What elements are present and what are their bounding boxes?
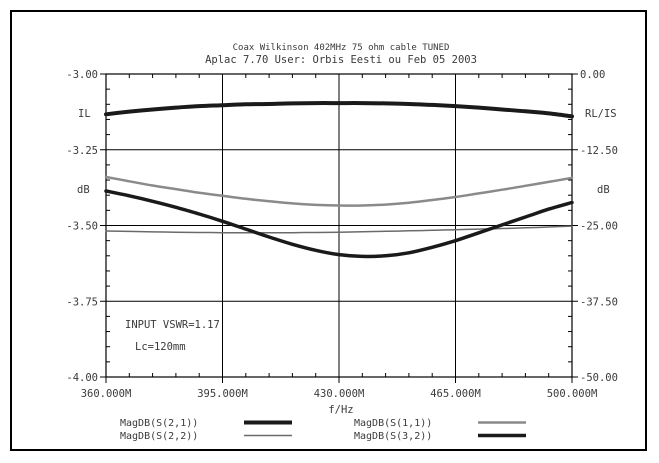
x-tick-label: 395.000M [197, 388, 248, 400]
x-tick-label: 465.000M [430, 388, 481, 400]
series-line-0 [104, 101, 574, 119]
grid-lines [106, 74, 572, 377]
left-axis-label: IL [78, 108, 91, 120]
x-tick-label: 360.000M [81, 388, 132, 400]
legend-label-2: MagDB(S(2,2)) [120, 431, 198, 442]
right-tick-label: -37.50 [580, 296, 618, 308]
left-axis-unit: dB [77, 184, 90, 196]
left-tick-label: -3.00 [66, 69, 98, 81]
legend-label-0: MagDB(S(2,1)) [120, 418, 198, 429]
series-line-1 [104, 175, 574, 207]
x-tick-label: 430.000M [314, 388, 365, 400]
right-tick-label: -50.00 [580, 372, 618, 384]
x-tick-labels: 360.000M 395.000M 430.000M 465.000M 500.000M [81, 388, 598, 400]
axis-ticks [100, 73, 578, 383]
right-tick-label: -25.00 [580, 221, 618, 233]
right-tick-label: 0.00 [580, 69, 605, 81]
series-line-3 [104, 189, 574, 259]
right-tick-label: -12.50 [580, 145, 618, 157]
right-tick-labels: 0.00 -12.50 -25.00 -37.50 -50.00 [580, 69, 618, 384]
annotation-vswr: INPUT VSWR=1.17 [125, 319, 220, 331]
chart-title-line-1: Coax Wilkinson 402MHz 75 ohm cable TUNED [233, 43, 450, 53]
chart-title-line-2: Aplac 7.70 User: Orbis Eesti ou Feb 05 2… [205, 54, 477, 66]
series-group [104, 101, 574, 259]
right-axis-unit: dB [597, 184, 610, 196]
legend-label-3: MagDB(S(3,2)) [354, 431, 432, 442]
left-tick-label: -3.75 [66, 296, 98, 308]
legend: MagDB(S(2,1)) MagDB(S(1,1)) MagDB(S(2,2)) M… [120, 418, 526, 442]
left-tick-label: -3.25 [66, 145, 98, 157]
annotation-lc: Lc=120mm [135, 341, 186, 353]
left-tick-label: -4.00 [66, 372, 98, 384]
right-axis-label: RL/IS [585, 108, 617, 120]
legend-label-1: MagDB(S(1,1)) [354, 418, 432, 429]
left-tick-label: -3.50 [66, 221, 98, 233]
left-tick-labels: -3.00 -3.25 -3.50 -3.75 -4.00 [66, 69, 98, 384]
x-tick-label: 500.000M [547, 388, 598, 400]
x-axis-label: f/Hz [328, 404, 353, 416]
